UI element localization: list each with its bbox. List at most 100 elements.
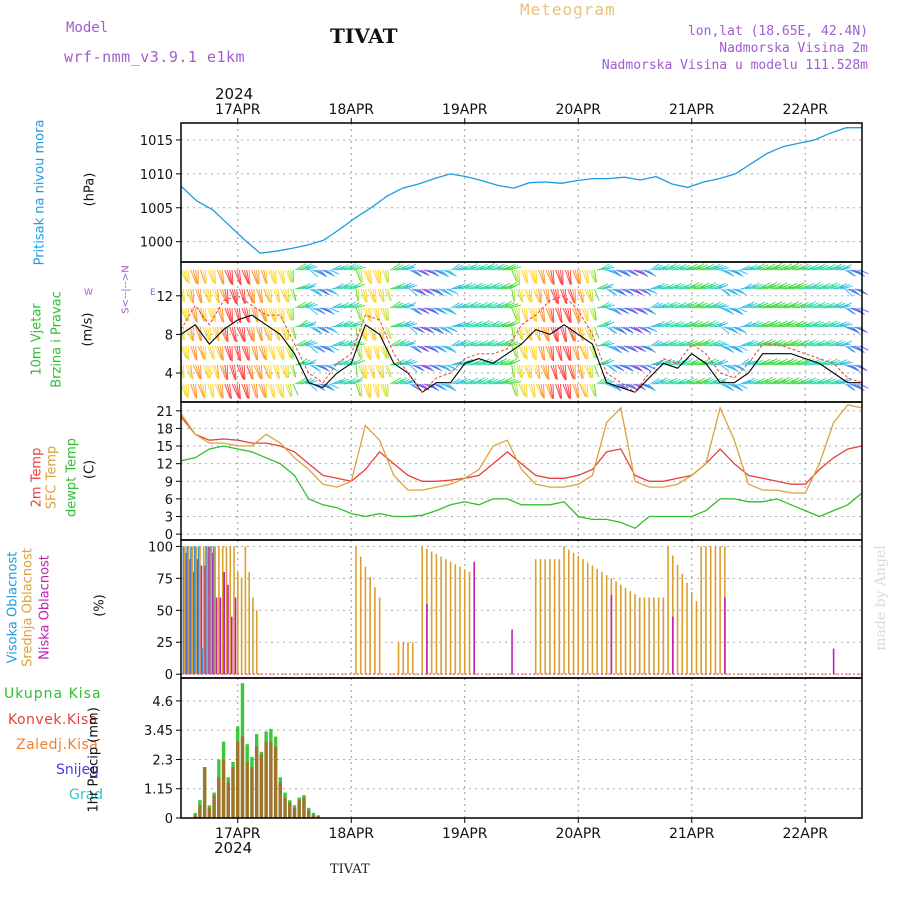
wind-barb	[774, 378, 786, 385]
wind-barb	[832, 339, 843, 347]
wind-barb	[752, 359, 764, 366]
wind-barb	[832, 360, 844, 366]
wind-barb	[501, 283, 514, 290]
wind-barb	[304, 340, 316, 347]
wind-barb	[319, 288, 329, 295]
wind-barb	[182, 326, 185, 341]
wind-barb	[798, 301, 810, 309]
wind-barb	[735, 345, 744, 354]
wind-barb	[684, 284, 696, 290]
wind-barb	[530, 307, 536, 322]
wind-barb	[382, 269, 388, 283]
wind-barb	[433, 326, 443, 334]
wind-barb	[185, 307, 189, 322]
wind-barb	[246, 307, 250, 323]
wind-barb	[584, 269, 589, 284]
wind-barb	[438, 345, 448, 353]
wind-barb	[766, 264, 779, 271]
wind-barb	[190, 269, 197, 284]
wind-barb	[655, 320, 665, 328]
wind-barb	[406, 378, 417, 385]
wind-barb	[329, 326, 338, 334]
wind-barb	[593, 288, 600, 301]
wind-barb	[720, 288, 730, 296]
wind-barb	[199, 383, 205, 398]
wind-barb	[569, 345, 572, 361]
wind-barb	[404, 283, 415, 290]
y-tick-label: 25	[156, 636, 173, 651]
wind-barb	[355, 269, 362, 282]
wind-barb	[579, 383, 587, 398]
wind-barb	[331, 303, 342, 309]
wind-barb	[509, 321, 521, 328]
wind-barb	[455, 266, 467, 271]
wind-barb	[258, 364, 263, 380]
wind-barb	[542, 345, 546, 361]
wind-barb	[766, 341, 779, 347]
wind-barb	[511, 364, 514, 378]
wind-barb	[572, 326, 576, 342]
wind-barb	[346, 301, 357, 309]
wind-barb	[727, 364, 737, 372]
x-tick-label-bottom: 20APR	[555, 826, 601, 842]
wind-barb	[523, 383, 527, 398]
wind-barb	[642, 326, 652, 334]
wind-barb	[669, 302, 681, 309]
wind-barb	[316, 307, 326, 315]
wind-barb	[623, 288, 633, 295]
wind-barb	[231, 307, 234, 324]
wind-barb	[362, 364, 367, 379]
wind-barb	[844, 288, 853, 297]
wind-barb	[251, 364, 254, 380]
wind-barb	[827, 303, 839, 309]
wind-barb	[202, 326, 209, 340]
wind-barb	[674, 283, 685, 290]
wind-barb	[754, 377, 766, 385]
wind-barb	[407, 284, 418, 290]
wind-barb	[572, 307, 579, 322]
wind-barb	[341, 341, 353, 347]
wind-barb	[576, 364, 583, 379]
y-tick-label: 12	[156, 458, 173, 473]
wind-barb	[462, 341, 474, 347]
wind-barb	[224, 345, 231, 360]
wind-barb	[618, 383, 628, 390]
wind-barb	[672, 282, 682, 290]
wind-barb	[197, 383, 205, 398]
wind-barb	[219, 269, 224, 285]
wind-barb	[329, 307, 340, 313]
wind-barb	[761, 338, 773, 347]
wind-barb	[494, 263, 505, 271]
wind-barb	[504, 263, 516, 271]
y-tick-label: 6	[165, 493, 173, 508]
wind-barb	[810, 303, 822, 309]
wind-barb	[384, 326, 391, 339]
wind-barb	[749, 341, 761, 347]
wind-barb	[706, 379, 718, 385]
wind-barb	[302, 301, 313, 309]
wind-barb	[289, 326, 296, 340]
wind-barb	[540, 326, 548, 341]
wind-barb	[484, 284, 496, 290]
wind-barb	[467, 263, 478, 271]
wind-barb	[591, 307, 597, 321]
wind-barb	[788, 360, 801, 366]
wind-barb	[796, 321, 808, 328]
wind-barb	[655, 265, 666, 271]
wind-barb	[516, 364, 522, 378]
wind-barb	[550, 383, 554, 399]
wind-barb	[686, 302, 698, 309]
wind-barb	[523, 345, 527, 360]
y-tick-label: 50	[156, 604, 173, 619]
wind-barb	[608, 326, 618, 335]
wind-barb	[268, 269, 275, 284]
wind-barb	[496, 340, 509, 347]
wind-barb	[586, 383, 589, 398]
wind-barb	[798, 377, 810, 385]
wind-barb	[295, 263, 306, 271]
wind-barb	[406, 301, 417, 309]
wind-barb	[433, 288, 443, 296]
wind-barb	[533, 364, 539, 379]
wind-barb	[749, 265, 761, 271]
wind-barb	[689, 281, 700, 290]
